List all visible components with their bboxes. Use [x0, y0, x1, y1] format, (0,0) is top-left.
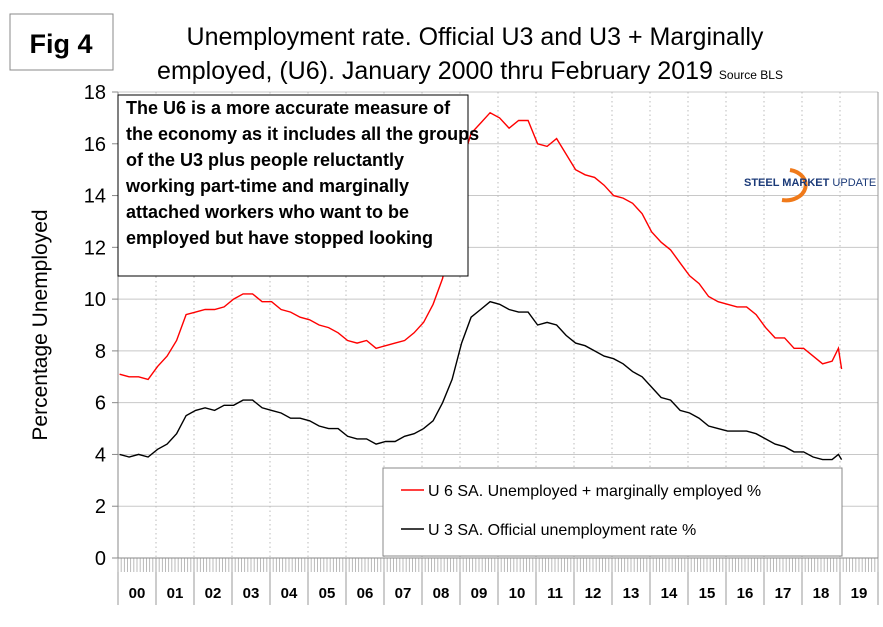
chart-title-line2-text: employed, (U6). January 2000 thru Februa… [157, 57, 713, 85]
y-tick-label: 12 [84, 237, 106, 259]
x-tick-label: 18 [813, 585, 830, 602]
y-tick-label: 16 [84, 134, 106, 156]
x-tick-label: 12 [585, 585, 602, 602]
annotation-line: working part-time and marginally [125, 176, 409, 196]
y-tick-label: 6 [95, 393, 106, 415]
x-tick-label: 13 [623, 585, 640, 602]
annotation-box: The U6 is a more accurate measure of the … [117, 94, 479, 277]
chart-title-line1: Unemployment rate. Official U3 and U3 + … [187, 23, 764, 51]
legend: U 6 SA. Unemployed + marginally employed… [382, 467, 843, 557]
y-tick-label: 14 [84, 186, 106, 208]
svg-text:STEEL MARKET UPDATE: STEEL MARKET UPDATE [744, 177, 876, 189]
y-tick-label: 18 [84, 82, 106, 104]
x-tick-label: 07 [395, 585, 412, 602]
y-tick-label: 0 [95, 548, 106, 570]
annotation-line: the economy as it includes all the group… [126, 124, 479, 144]
minor-ticks [117, 558, 879, 572]
y-tick-label: 2 [95, 496, 106, 518]
legend-label-u6: U 6 SA. Unemployed + marginally employed… [428, 483, 761, 500]
x-tick-label: 09 [471, 585, 488, 602]
u6-series-line [119, 111, 843, 381]
x-tick-label: 16 [737, 585, 754, 602]
x-tick-label: 04 [281, 585, 298, 602]
figure-label-box: Fig 4 [9, 13, 114, 71]
x-tick-label: 02 [205, 585, 222, 602]
annotation-line: of the U3 plus people reluctantly [126, 150, 404, 170]
x-tick-label: 06 [357, 585, 374, 602]
x-tick-label: 01 [167, 585, 184, 602]
x-tick-label: 03 [243, 585, 260, 602]
x-tick-label: 08 [433, 585, 450, 602]
y-tick-label: 10 [84, 289, 106, 311]
chart-title-line2: employed, (U6). January 2000 thru Februa… [157, 57, 783, 85]
x-tick-label: 17 [775, 585, 792, 602]
y-tick-label: 8 [95, 341, 106, 363]
x-tick-label: 10 [509, 585, 526, 602]
x-tick-label: 14 [661, 585, 678, 602]
annotation-line: employed but have stopped looking [126, 228, 433, 248]
steel-market-update-logo: STEEL MARKET UPDATE [744, 168, 876, 203]
series-lines [119, 111, 843, 461]
x-tick-label: 15 [699, 585, 716, 602]
x-tick-label: 05 [319, 585, 336, 602]
legend-label-u3: U 3 SA. Official unemployment rate % [428, 522, 696, 539]
y-tick-label: 4 [95, 444, 106, 466]
x-tick-label: 11 [547, 585, 563, 602]
source-note: Source BLS [719, 68, 783, 82]
x-tick-label: 19 [851, 585, 868, 602]
figure-label: Fig 4 [29, 29, 92, 59]
y-axis-label: Percentage Unemployed [29, 209, 52, 440]
annotation-line: attached workers who want to be [126, 202, 409, 222]
x-tick-label: 00 [129, 585, 146, 602]
annotation-line: The U6 is a more accurate measure of [126, 98, 451, 118]
u3-series-line [119, 300, 843, 461]
